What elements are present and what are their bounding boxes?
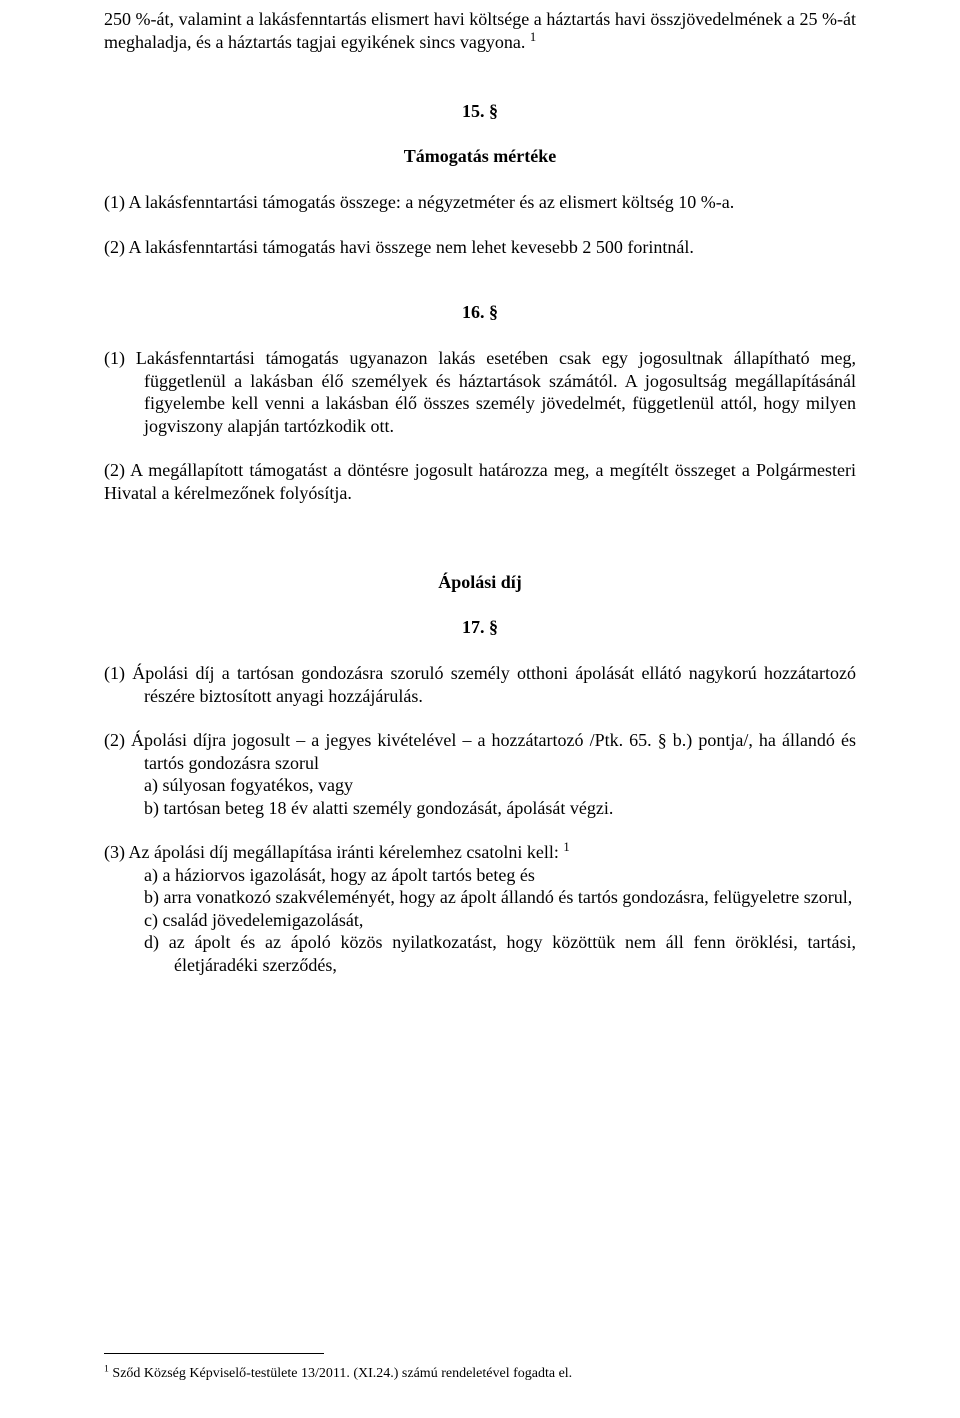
section-17-clause-3-lead: (3) Az ápolási díj megállapítása iránti … <box>104 841 856 864</box>
section-17-clause-2: (2) Ápolási díjra jogosult – a jegyes ki… <box>104 729 856 819</box>
footnote-rule <box>104 1353 324 1354</box>
section-15-clause-2: (2) A lakásfenntartási támogatás havi ös… <box>104 236 856 259</box>
top-paragraph-text: 250 %-át, valamint a lakásfenntartás eli… <box>104 9 856 52</box>
section-15-clause-1: (1) A lakásfenntartási támogatás összege… <box>104 191 856 214</box>
spacer <box>104 280 856 302</box>
section-17-clause-2-a: a) súlyosan fogyatékos, vagy <box>144 774 856 797</box>
section-17-clause-1: (1) Ápolási díj a tartósan gondozásra sz… <box>104 662 856 707</box>
section-17-number: 17. § <box>104 617 856 638</box>
section-17-clause-3-lead-text: (3) Az ápolási díj megállapítása iránti … <box>104 842 559 862</box>
footnote: 1 Sződ Község Képviselő-testülete 13/201… <box>104 1366 572 1382</box>
section-17-clause-3-b: b) arra vonatkozó szakvéleményét, hogy a… <box>144 886 856 909</box>
section-15-number: 15. § <box>104 101 856 122</box>
footnote-text: Sződ Község Képviselő-testülete 13/2011.… <box>109 1366 572 1381</box>
section-16-clause-2: (2) A megállapított támogatást a döntésr… <box>104 459 856 504</box>
section-15-heading: Támogatás mértéke <box>104 146 856 167</box>
section-17-clause-3: (3) Az ápolási díj megállapítása iránti … <box>104 841 856 976</box>
section-17-clause-3-footnote-ref: 1 <box>563 840 569 854</box>
section-17-clause-3-a: a) a háziorvos igazolását, hogy az ápolt… <box>144 864 856 887</box>
section-17-clause-3-d: d) az ápolt és az ápoló közös nyilatkoza… <box>144 931 856 976</box>
section-17-clause-2-b: b) tartósan beteg 18 év alatti személy g… <box>144 797 856 820</box>
spacer <box>104 526 856 572</box>
top-paragraph-footnote-ref: 1 <box>530 30 536 44</box>
section-17-clause-2-lead: (2) Ápolási díjra jogosult – a jegyes ki… <box>104 729 856 774</box>
section-16-clause-1: (1) Lakásfenntartási támogatás ugyanazon… <box>104 347 856 437</box>
section-16-number: 16. § <box>104 302 856 323</box>
apolasi-heading: Ápolási díj <box>104 572 856 593</box>
top-paragraph: 250 %-át, valamint a lakásfenntartás eli… <box>104 8 856 53</box>
section-17-clause-3-c: c) család jövedelemigazolását, <box>144 909 856 932</box>
